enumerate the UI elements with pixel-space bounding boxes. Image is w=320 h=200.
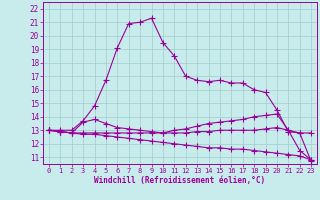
X-axis label: Windchill (Refroidissement éolien,°C): Windchill (Refroidissement éolien,°C) xyxy=(94,176,266,185)
